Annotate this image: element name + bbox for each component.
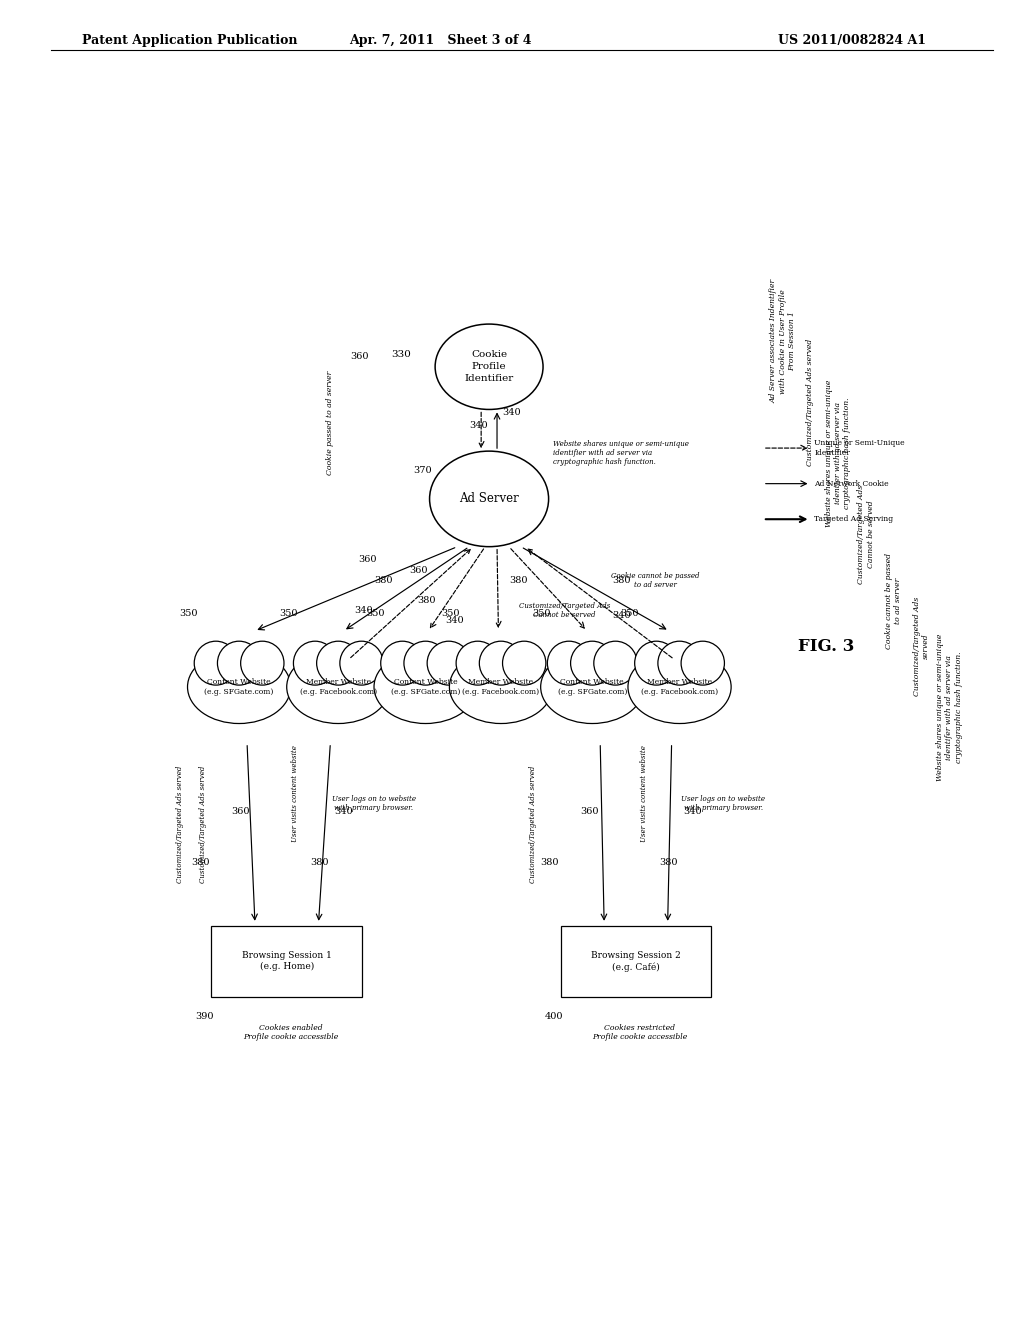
Ellipse shape xyxy=(195,642,238,685)
Text: 380: 380 xyxy=(541,858,559,867)
Text: Customized/Targeted Ads served: Customized/Targeted Ads served xyxy=(175,766,183,883)
Text: Unique or Semi-Unique
Identifier: Unique or Semi-Unique Identifier xyxy=(814,440,905,457)
Text: 350: 350 xyxy=(532,609,551,618)
Ellipse shape xyxy=(241,642,284,685)
Text: 380: 380 xyxy=(509,576,527,585)
Text: Website shares unique or semi-unique
identifier with ad server via
cryptographic: Website shares unique or semi-unique ide… xyxy=(553,440,688,466)
Text: 360: 360 xyxy=(581,807,599,816)
Text: 340: 340 xyxy=(334,807,353,816)
Text: Customized/Targeted Ads served: Customized/Targeted Ads served xyxy=(807,339,814,466)
Ellipse shape xyxy=(594,642,637,685)
Text: User logs on to website
with primary browser.: User logs on to website with primary bro… xyxy=(681,795,765,812)
FancyBboxPatch shape xyxy=(211,925,362,997)
Text: Content Website
(e.g. SFGate.com): Content Website (e.g. SFGate.com) xyxy=(391,678,460,696)
Text: US 2011/0082824 A1: US 2011/0082824 A1 xyxy=(778,34,927,48)
Text: 360: 360 xyxy=(350,351,369,360)
Text: FIG. 3: FIG. 3 xyxy=(798,638,855,655)
Text: Patent Application Publication: Patent Application Publication xyxy=(82,34,297,48)
Text: 380: 380 xyxy=(374,576,392,585)
Text: 350: 350 xyxy=(279,609,297,618)
Text: User visits content website: User visits content website xyxy=(640,746,648,842)
Text: 350: 350 xyxy=(179,609,198,618)
Text: 360: 360 xyxy=(358,556,377,565)
Text: Content Website
(e.g. SFGate.com): Content Website (e.g. SFGate.com) xyxy=(558,678,627,696)
Text: Member Website
(e.g. Facebook.com): Member Website (e.g. Facebook.com) xyxy=(641,678,718,696)
Text: Member Website
(e.g. Facebook.com): Member Website (e.g. Facebook.com) xyxy=(300,678,377,696)
Text: Member Website
(e.g. Facebook.com): Member Website (e.g. Facebook.com) xyxy=(463,678,540,696)
Text: 370: 370 xyxy=(414,466,432,475)
Text: Targeted Ad Serving: Targeted Ad Serving xyxy=(814,515,894,523)
Text: Cookies restricted
Profile cookie accessible: Cookies restricted Profile cookie access… xyxy=(592,1024,687,1041)
Text: 350: 350 xyxy=(620,609,639,618)
Ellipse shape xyxy=(503,642,546,685)
Ellipse shape xyxy=(427,642,470,685)
Text: 390: 390 xyxy=(196,1012,214,1022)
Ellipse shape xyxy=(430,451,549,546)
Ellipse shape xyxy=(479,642,522,685)
Ellipse shape xyxy=(657,642,701,685)
Ellipse shape xyxy=(187,651,291,723)
Ellipse shape xyxy=(628,651,731,723)
Ellipse shape xyxy=(456,642,500,685)
Text: Ad Network Cookie: Ad Network Cookie xyxy=(814,479,889,487)
Text: Ad Server: Ad Server xyxy=(459,492,519,506)
Ellipse shape xyxy=(403,642,447,685)
Text: 400: 400 xyxy=(545,1012,563,1022)
Text: 380: 380 xyxy=(659,858,678,867)
Text: 380: 380 xyxy=(418,597,436,605)
Text: Customized/Targeted Ads
Cannot be served: Customized/Targeted Ads Cannot be served xyxy=(857,484,874,583)
Ellipse shape xyxy=(435,325,543,409)
Ellipse shape xyxy=(635,642,678,685)
Text: Customized/Targeted Ads served: Customized/Targeted Ads served xyxy=(200,766,208,883)
Text: 340: 340 xyxy=(684,807,702,816)
Text: Customized/Targeted Ads
Cannot be served: Customized/Targeted Ads Cannot be served xyxy=(519,602,610,619)
Text: 340: 340 xyxy=(502,408,520,417)
Text: Cookie cannot be passed
to ad server: Cookie cannot be passed to ad server xyxy=(885,553,902,648)
Ellipse shape xyxy=(316,642,360,685)
Ellipse shape xyxy=(541,651,644,723)
Text: 340: 340 xyxy=(445,616,464,626)
Text: 380: 380 xyxy=(612,576,631,585)
Text: Website shares unique or semi-unique
identier with ad server via
cryptographic h: Website shares unique or semi-unique ide… xyxy=(825,379,852,527)
Ellipse shape xyxy=(294,642,337,685)
Text: Browsing Session 1
(e.g. Home): Browsing Session 1 (e.g. Home) xyxy=(242,952,332,972)
Ellipse shape xyxy=(548,642,591,685)
Ellipse shape xyxy=(340,642,383,685)
Text: 380: 380 xyxy=(191,858,210,867)
Text: 340: 340 xyxy=(354,606,373,615)
Text: User logs on to website
with primary browser.: User logs on to website with primary bro… xyxy=(332,795,416,812)
Ellipse shape xyxy=(570,642,614,685)
Ellipse shape xyxy=(681,642,724,685)
Ellipse shape xyxy=(381,642,424,685)
Text: 330: 330 xyxy=(391,350,412,359)
Text: Cookies enabled
Profile cookie accessible: Cookies enabled Profile cookie accessibl… xyxy=(243,1024,338,1041)
Text: 380: 380 xyxy=(310,858,329,867)
Ellipse shape xyxy=(217,642,261,685)
Text: Browsing Session 2
(e.g. Café): Browsing Session 2 (e.g. Café) xyxy=(591,950,681,972)
Text: Apr. 7, 2011   Sheet 3 of 4: Apr. 7, 2011 Sheet 3 of 4 xyxy=(349,34,531,48)
Text: Website shares unique or semi-unique
identifer with ad server via
cryptographic : Website shares unique or semi-unique ide… xyxy=(936,634,963,781)
Text: Customized/Targeted Ads served: Customized/Targeted Ads served xyxy=(528,766,537,883)
Ellipse shape xyxy=(287,651,390,723)
Text: 350: 350 xyxy=(441,609,460,618)
Text: Cookie passed to ad server: Cookie passed to ad server xyxy=(327,371,335,475)
Text: Cookie cannot be passed
to ad server: Cookie cannot be passed to ad server xyxy=(611,572,700,589)
FancyBboxPatch shape xyxy=(560,925,712,997)
Text: User visits content website: User visits content website xyxy=(291,746,299,842)
Ellipse shape xyxy=(374,651,477,723)
Text: Content Website
(e.g. SFGate.com): Content Website (e.g. SFGate.com) xyxy=(205,678,273,696)
Text: 340: 340 xyxy=(612,611,631,620)
Text: Customized/Targeted Ads
served: Customized/Targeted Ads served xyxy=(913,597,930,696)
Text: 350: 350 xyxy=(367,609,385,618)
Text: Ad Server associates Indentifier
with Cookie in User Profile
From Session 1: Ad Server associates Indentifier with Co… xyxy=(769,280,796,404)
Text: Cookie
Profile
Identifier: Cookie Profile Identifier xyxy=(465,351,514,383)
Text: 340: 340 xyxy=(469,421,487,430)
Text: 360: 360 xyxy=(410,565,428,574)
Ellipse shape xyxy=(450,651,553,723)
Text: 360: 360 xyxy=(231,807,250,816)
